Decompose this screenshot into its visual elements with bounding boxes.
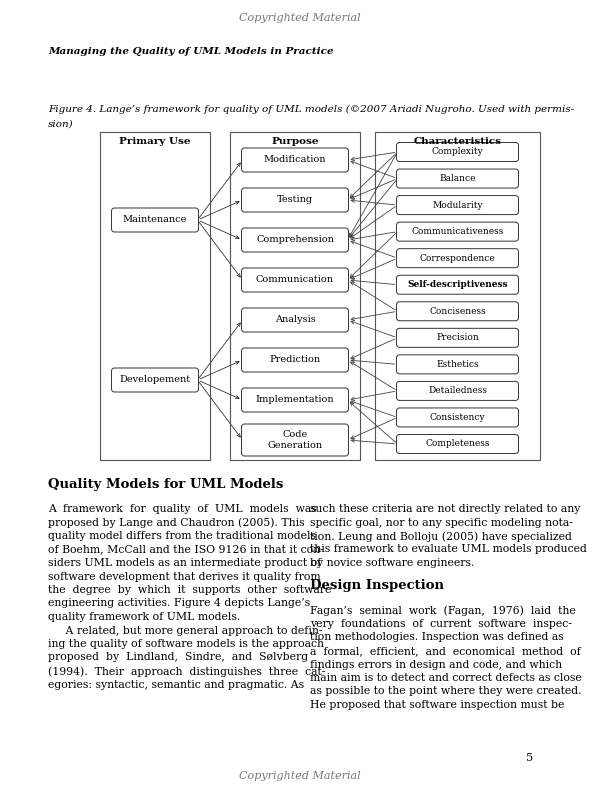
Text: Analysis: Analysis [275, 315, 316, 325]
FancyBboxPatch shape [241, 424, 349, 456]
Text: Implementation: Implementation [256, 395, 334, 404]
Text: Modification: Modification [264, 156, 326, 164]
Text: Copyrighted Material: Copyrighted Material [239, 13, 361, 23]
Text: Esthetics: Esthetics [436, 360, 479, 369]
Text: specific goal, nor to any specific modeling nota-: specific goal, nor to any specific model… [310, 518, 573, 527]
Text: Managing the Quality of UML Models in Practice: Managing the Quality of UML Models in Pr… [48, 48, 334, 56]
Bar [230, 132, 360, 460]
Text: Prediction: Prediction [269, 356, 320, 364]
Text: Comprehension: Comprehension [256, 236, 334, 245]
Text: Developement: Developement [119, 376, 191, 384]
FancyBboxPatch shape [397, 222, 518, 241]
Text: Communication: Communication [256, 276, 334, 284]
Text: quality framework of UML models.: quality framework of UML models. [48, 612, 240, 622]
Text: A related, but more general approach to defin-: A related, but more general approach to … [48, 626, 323, 635]
Text: tion. Leung and Bolloju (2005) have specialized: tion. Leung and Bolloju (2005) have spec… [310, 531, 572, 542]
Text: Balance: Balance [439, 174, 476, 183]
FancyBboxPatch shape [241, 148, 349, 172]
FancyBboxPatch shape [241, 388, 349, 412]
Text: software development that derives it quality from: software development that derives it qua… [48, 572, 320, 581]
Text: Design Inspection: Design Inspection [310, 580, 444, 592]
Text: Detailedness: Detailedness [428, 387, 487, 395]
Text: Communicativeness: Communicativeness [412, 227, 503, 236]
Text: engineering activities. Figure 4 depicts Lange’s: engineering activities. Figure 4 depicts… [48, 599, 310, 608]
Text: as possible to the point where they were created.: as possible to the point where they were… [310, 687, 581, 696]
FancyBboxPatch shape [241, 228, 349, 252]
FancyBboxPatch shape [397, 328, 518, 347]
FancyBboxPatch shape [241, 268, 349, 292]
Text: 5: 5 [526, 753, 533, 763]
Text: He proposed that software inspection must be: He proposed that software inspection mus… [310, 700, 565, 710]
Text: Conciseness: Conciseness [429, 306, 486, 316]
FancyBboxPatch shape [112, 368, 199, 392]
Text: Testing: Testing [277, 195, 313, 205]
Text: very  foundations  of  current  software  inspec-: very foundations of current software ins… [310, 619, 572, 629]
Text: Modularity: Modularity [432, 201, 483, 210]
Text: Complexity: Complexity [431, 148, 484, 156]
FancyBboxPatch shape [397, 408, 518, 427]
Text: egories: syntactic, semantic and pragmatic. As: egories: syntactic, semantic and pragmat… [48, 680, 304, 689]
Text: Code
Generation: Code Generation [268, 430, 323, 449]
Bar [100, 132, 210, 460]
Text: Quality Models for UML Models: Quality Models for UML Models [48, 478, 283, 491]
FancyBboxPatch shape [241, 188, 349, 212]
Text: siders UML models as an intermediate product of: siders UML models as an intermediate pro… [48, 558, 321, 568]
Text: Fagan’s  seminal  work  (Fagan,  1976)  laid  the: Fagan’s seminal work (Fagan, 1976) laid … [310, 606, 576, 616]
Text: a  formal,  efficient,  and  economical  method  of: a formal, efficient, and economical meth… [310, 646, 581, 656]
Text: Consistency: Consistency [430, 413, 485, 422]
Text: proposed  by  Lindland,  Sindre,  and  Sølvberg: proposed by Lindland, Sindre, and Sølvbe… [48, 653, 308, 662]
Text: proposed by Lange and Chaudron (2005). This: proposed by Lange and Chaudron (2005). T… [48, 518, 305, 528]
Bar [375, 132, 540, 460]
Text: findings errors in design and code, and which: findings errors in design and code, and … [310, 660, 562, 669]
FancyBboxPatch shape [397, 302, 518, 321]
Text: the  degree  by  which  it  supports  other  software: the degree by which it supports other so… [48, 585, 331, 595]
Text: Maintenance: Maintenance [123, 215, 187, 225]
FancyBboxPatch shape [397, 434, 518, 453]
FancyBboxPatch shape [397, 355, 518, 374]
Text: Precision: Precision [436, 333, 479, 342]
Text: Purpose: Purpose [271, 137, 319, 147]
Text: (1994).  Their  approach  distinguishes  three  cat-: (1994). Their approach distinguishes thr… [48, 666, 325, 676]
Text: Figure 4. Lange’s framework for quality of UML models (©2007 Ariadi Nugroho. Use: Figure 4. Lange’s framework for quality … [48, 105, 574, 114]
Text: such these criteria are not directly related to any: such these criteria are not directly rel… [310, 504, 580, 514]
Text: A  framework  for  quality  of  UML  models  was: A framework for quality of UML models wa… [48, 504, 317, 514]
Text: this framework to evaluate UML models produced: this framework to evaluate UML models pr… [310, 545, 587, 554]
FancyBboxPatch shape [397, 276, 518, 295]
Text: tion methodologies. Inspection was defined as: tion methodologies. Inspection was defin… [310, 633, 564, 642]
Text: Correspondence: Correspondence [419, 253, 496, 263]
Text: main aim is to detect and correct defects as close: main aim is to detect and correct defect… [310, 673, 582, 683]
FancyBboxPatch shape [397, 195, 518, 214]
FancyBboxPatch shape [397, 169, 518, 188]
Text: Primary Use: Primary Use [119, 137, 191, 147]
Text: sion): sion) [48, 120, 74, 129]
Text: Characteristics: Characteristics [413, 137, 502, 147]
FancyBboxPatch shape [397, 381, 518, 400]
FancyBboxPatch shape [241, 308, 349, 332]
FancyBboxPatch shape [112, 208, 199, 232]
Text: of Boehm, McCall and the ISO 9126 in that it con-: of Boehm, McCall and the ISO 9126 in tha… [48, 545, 324, 554]
Text: by novice software engineers.: by novice software engineers. [310, 558, 475, 568]
FancyBboxPatch shape [397, 249, 518, 268]
Text: quality model differs from the traditional models: quality model differs from the tradition… [48, 531, 316, 541]
FancyBboxPatch shape [241, 348, 349, 372]
Text: Self-descriptiveness: Self-descriptiveness [407, 280, 508, 289]
Text: Copyrighted Material: Copyrighted Material [239, 771, 361, 781]
Text: Completeness: Completeness [425, 440, 490, 449]
Text: ing the quality of software models is the approach: ing the quality of software models is th… [48, 639, 324, 649]
FancyBboxPatch shape [397, 142, 518, 161]
